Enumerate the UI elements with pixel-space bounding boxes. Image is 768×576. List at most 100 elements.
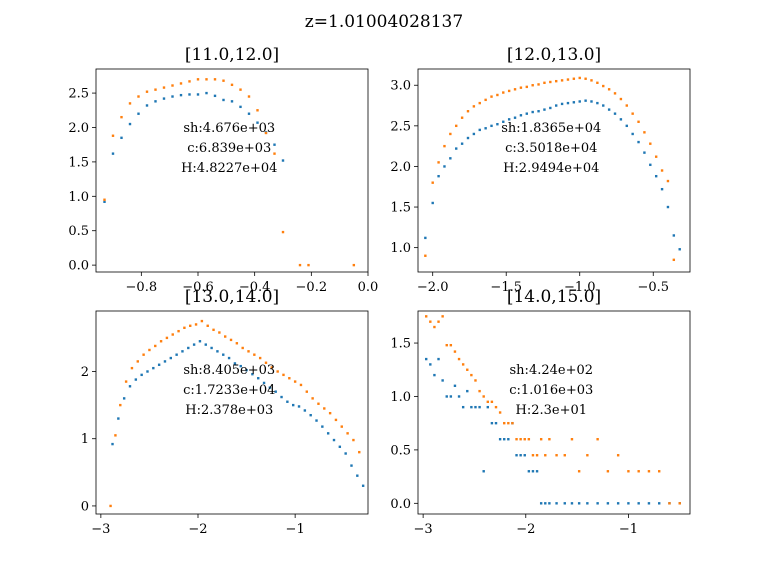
data-point: [572, 77, 576, 80]
series-orange: [109, 319, 361, 508]
data-point: [146, 370, 149, 373]
data-point: [437, 161, 440, 164]
data-point: [224, 335, 227, 338]
x-tick-label: −0.2: [296, 280, 328, 295]
y-tick-label: 2.5: [390, 119, 411, 134]
data-point: [658, 502, 661, 505]
data-point: [235, 342, 239, 345]
y-tick-label: 2.0: [390, 160, 411, 175]
data-point: [109, 504, 112, 508]
annotation-text: H:4.8227e+04: [181, 161, 277, 176]
data-point: [162, 97, 166, 100]
x-tick-label: −0.4: [239, 280, 271, 295]
data-point: [678, 502, 681, 505]
data-point: [466, 389, 469, 393]
data-point: [563, 502, 566, 505]
y-tick-label: 0.0: [390, 497, 411, 512]
data-point: [566, 78, 570, 81]
annotation-text: sh:4.24e+02: [510, 363, 594, 378]
x-tick-label: 0.0: [358, 280, 379, 295]
data-point: [503, 438, 506, 441]
data-point: [449, 132, 452, 136]
data-point: [637, 140, 640, 144]
data-point: [256, 109, 259, 112]
data-point: [596, 101, 599, 105]
data-point: [210, 346, 213, 350]
data-point: [666, 205, 670, 209]
data-point: [437, 320, 440, 323]
x-tick-label: −2: [516, 522, 535, 537]
data-point: [441, 379, 444, 382]
data-point: [317, 402, 320, 405]
data-point: [222, 98, 225, 102]
data-point: [175, 353, 178, 356]
data-point: [233, 362, 237, 365]
data-point: [513, 88, 517, 91]
x-tick-label: −2: [188, 522, 207, 537]
data-point: [478, 101, 481, 105]
data-point: [523, 438, 526, 441]
data-point: [457, 395, 461, 398]
data-point: [596, 502, 599, 505]
data-point: [189, 324, 192, 327]
annotation-text: sh:1.8365e+04: [501, 121, 601, 136]
data-point: [445, 343, 448, 347]
data-point: [159, 340, 163, 343]
data-point: [637, 502, 640, 505]
annotation-text: H:2.3e+01: [516, 403, 588, 418]
data-point: [672, 258, 676, 262]
data-point: [152, 366, 155, 370]
data-point: [539, 438, 543, 441]
data-point: [466, 136, 470, 140]
data-point: [103, 200, 106, 204]
data-point: [292, 403, 295, 407]
data-point: [539, 502, 543, 505]
data-point: [602, 104, 605, 107]
data-point: [298, 263, 302, 267]
data-point: [531, 84, 534, 87]
data-point: [181, 350, 184, 353]
data-point: [286, 400, 289, 403]
data-point: [358, 450, 361, 454]
data-point: [548, 438, 551, 441]
subplot-13-14: [13.0,14.0] −3 −2 −1 0 1 2 sh:8.405e+03 c:1.7233…: [81, 287, 369, 537]
annotation-text: c:1.7233e+04: [183, 383, 275, 398]
data-point: [216, 350, 219, 353]
series-blue: [103, 91, 285, 204]
data-point: [607, 88, 611, 91]
data-point: [137, 112, 140, 115]
data-point: [239, 88, 242, 91]
data-point: [282, 373, 285, 377]
data-point: [555, 79, 558, 83]
data-point: [321, 425, 324, 428]
data-point: [490, 400, 494, 404]
y-tick-label: 1.5: [390, 337, 411, 352]
data-point: [515, 438, 518, 441]
data-point: [507, 118, 511, 121]
y-tick-label: 0.5: [390, 443, 411, 458]
data-point: [519, 454, 522, 457]
data-point: [103, 198, 106, 201]
data-point: [429, 363, 432, 366]
data-point: [498, 411, 502, 414]
data-point: [494, 405, 498, 409]
data-point: [570, 438, 574, 441]
data-point: [460, 116, 464, 119]
subplot-14-15: [14.0,15.0] −3 −2 −1 0.0 0.5 1.0 1.5 sh:4.24e+02…: [390, 287, 691, 537]
data-point: [247, 350, 250, 353]
x-tick-label: −3: [91, 522, 110, 537]
data-point: [424, 236, 427, 240]
data-point: [111, 442, 114, 446]
data-point: [466, 368, 469, 371]
data-point: [128, 102, 132, 105]
data-point: [218, 331, 221, 334]
data-point: [111, 134, 115, 137]
data-point: [519, 438, 522, 441]
axes-frame: [95, 310, 369, 515]
data-point: [549, 106, 552, 110]
data-point: [668, 502, 671, 505]
data-point: [431, 201, 434, 205]
data-point: [643, 151, 646, 154]
data-point: [157, 363, 161, 366]
data-point: [177, 329, 180, 333]
